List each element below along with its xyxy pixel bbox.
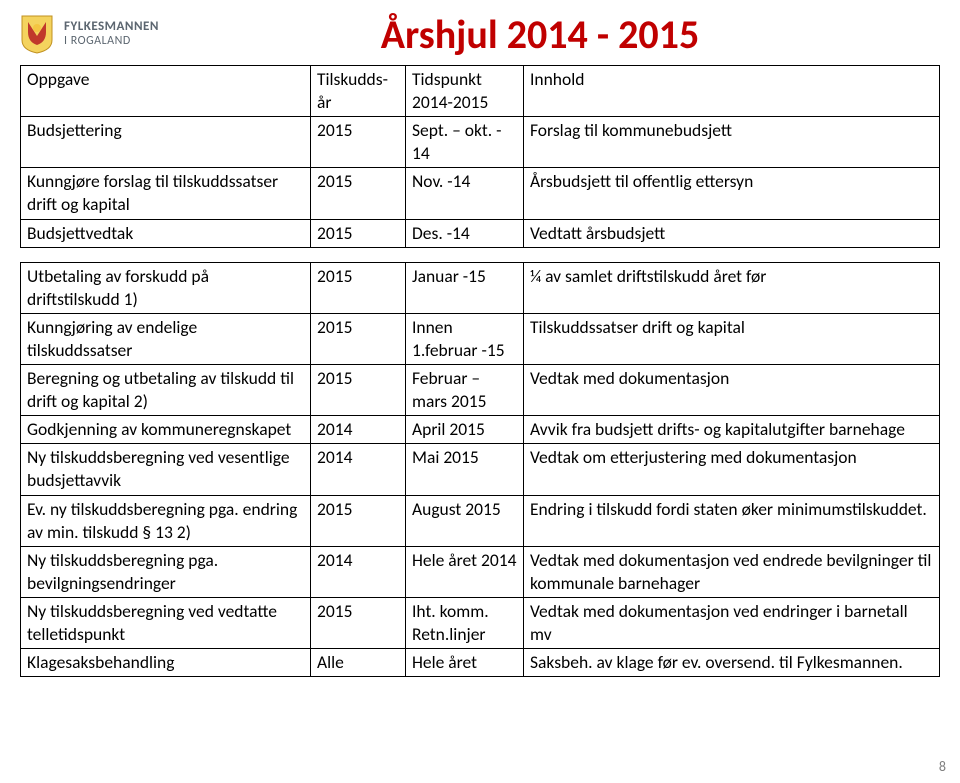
table-cell: Ev. ny tilskuddsberegning pga. endring a…: [21, 495, 311, 546]
table-row: Beregning og utbetaling av tilskudd til …: [21, 365, 940, 416]
table-cell: 2015: [311, 219, 406, 247]
table-cell: Budsjettering: [21, 117, 311, 168]
table-cell: Saksbeh. av klage før ev. oversend. til …: [524, 649, 940, 677]
table-cell: Alle: [311, 649, 406, 677]
table-cell: 2015: [311, 168, 406, 219]
table-cell: Februar – mars 2015: [406, 365, 524, 416]
table-2: Utbetaling av forskudd på driftstilskudd…: [20, 262, 940, 678]
table-cell: Ny tilskuddsberegning pga. bevilgningsen…: [21, 546, 311, 597]
table-cell: 2015: [311, 313, 406, 364]
table-cell: 2014: [311, 416, 406, 444]
table-cell: Hele året 2014: [406, 546, 524, 597]
table-row: Klagesaksbehandling Alle Hele året Saksb…: [21, 649, 940, 677]
table-cell: Mai 2015: [406, 444, 524, 495]
table-cell: Vedtatt årsbudsjett: [524, 219, 940, 247]
table-cell: Iht. komm. Retn.linjer: [406, 597, 524, 648]
table-row: Ny tilskuddsberegning ved vesentlige bud…: [21, 444, 940, 495]
table-cell: Årsbudsjett til offentlig ettersyn: [524, 168, 940, 219]
table-header-cell: Tidspunkt 2014-2015: [406, 66, 524, 117]
table-row: Budsjettering 2015 Sept. – okt. - 14 For…: [21, 117, 940, 168]
table-cell: Budsjettvedtak: [21, 219, 311, 247]
table-cell: Des. -14: [406, 219, 524, 247]
table-row: Budsjettvedtak 2015 Des. -14 Vedtatt års…: [21, 219, 940, 247]
table-cell: Hele året: [406, 649, 524, 677]
table-row: Ny tilskuddsberegning pga. bevilgningsen…: [21, 546, 940, 597]
table-cell: Januar -15: [406, 262, 524, 313]
table-cell: Avvik fra budsjett drifts- og kapitalutg…: [524, 416, 940, 444]
table-cell: 2015: [311, 262, 406, 313]
org-line1: FYLKESMANNEN: [64, 20, 159, 34]
table-cell: ¼ av samlet driftstilskudd året før: [524, 262, 940, 313]
table-cell: Beregning og utbetaling av tilskudd til …: [21, 365, 311, 416]
table-cell: Kunngjøre forslag til tilskuddssatser dr…: [21, 168, 311, 219]
table-cell: Klagesaksbehandling: [21, 649, 311, 677]
table-cell: 2015: [311, 365, 406, 416]
table-cell: Ny tilskuddsberegning ved vedtatte telle…: [21, 597, 311, 648]
table-cell: Kunngjøring av endelige tilskuddssatser: [21, 313, 311, 364]
table-row: Oppgave Tilskudds-år Tidspunkt 2014-2015…: [21, 66, 940, 117]
org-line2: I ROGALAND: [64, 35, 159, 48]
table-cell: 2014: [311, 444, 406, 495]
crest-icon: [20, 14, 54, 54]
table-row: Kunngjøre forslag til tilskuddssatser dr…: [21, 168, 940, 219]
table-row: Ev. ny tilskuddsberegning pga. endring a…: [21, 495, 940, 546]
table-cell: Endring i tilskudd fordi staten øker min…: [524, 495, 940, 546]
table-cell: August 2015: [406, 495, 524, 546]
tables-container: Oppgave Tilskudds-år Tidspunkt 2014-2015…: [0, 65, 960, 677]
table-cell: 2015: [311, 495, 406, 546]
table-cell: Tilskuddssatser drift og kapital: [524, 313, 940, 364]
table-cell: Innen 1.februar -15: [406, 313, 524, 364]
table-cell: Sept. – okt. - 14: [406, 117, 524, 168]
table-cell: Vedtak med dokumentasjon ved endringer i…: [524, 597, 940, 648]
table-cell: Vedtak med dokumentasjon ved endrede bev…: [524, 546, 940, 597]
table-header-cell: Oppgave: [21, 66, 311, 117]
page-number: 8: [939, 758, 946, 775]
table-cell: 2015: [311, 117, 406, 168]
table-cell: Nov. -14: [406, 168, 524, 219]
table-cell: 2014: [311, 546, 406, 597]
table-header-cell: Tilskudds-år: [311, 66, 406, 117]
table-row: Kunngjøring av endelige tilskuddssatser …: [21, 313, 940, 364]
logo-area: FYLKESMANNEN I ROGALAND: [20, 14, 159, 54]
table-1: Oppgave Tilskudds-år Tidspunkt 2014-2015…: [20, 65, 940, 248]
table-cell: Ny tilskuddsberegning ved vesentlige bud…: [21, 444, 311, 495]
table-cell: Godkjenning av kommuneregnskapet: [21, 416, 311, 444]
table-row: Ny tilskuddsberegning ved vedtatte telle…: [21, 597, 940, 648]
table-row: Godkjenning av kommuneregnskapet 2014 Ap…: [21, 416, 940, 444]
table-cell: Vedtak om etterjustering med dokumentasj…: [524, 444, 940, 495]
table-cell: Utbetaling av forskudd på driftstilskudd…: [21, 262, 311, 313]
table-cell: Vedtak med dokumentasjon: [524, 365, 940, 416]
table-header-cell: Innhold: [524, 66, 940, 117]
table-row: Utbetaling av forskudd på driftstilskudd…: [21, 262, 940, 313]
table-cell: April 2015: [406, 416, 524, 444]
org-text: FYLKESMANNEN I ROGALAND: [64, 20, 159, 47]
table-cell: 2015: [311, 597, 406, 648]
page-title: Årshjul 2014 - 2015: [120, 0, 960, 59]
table-cell: Forslag til kommunebudsjett: [524, 117, 940, 168]
